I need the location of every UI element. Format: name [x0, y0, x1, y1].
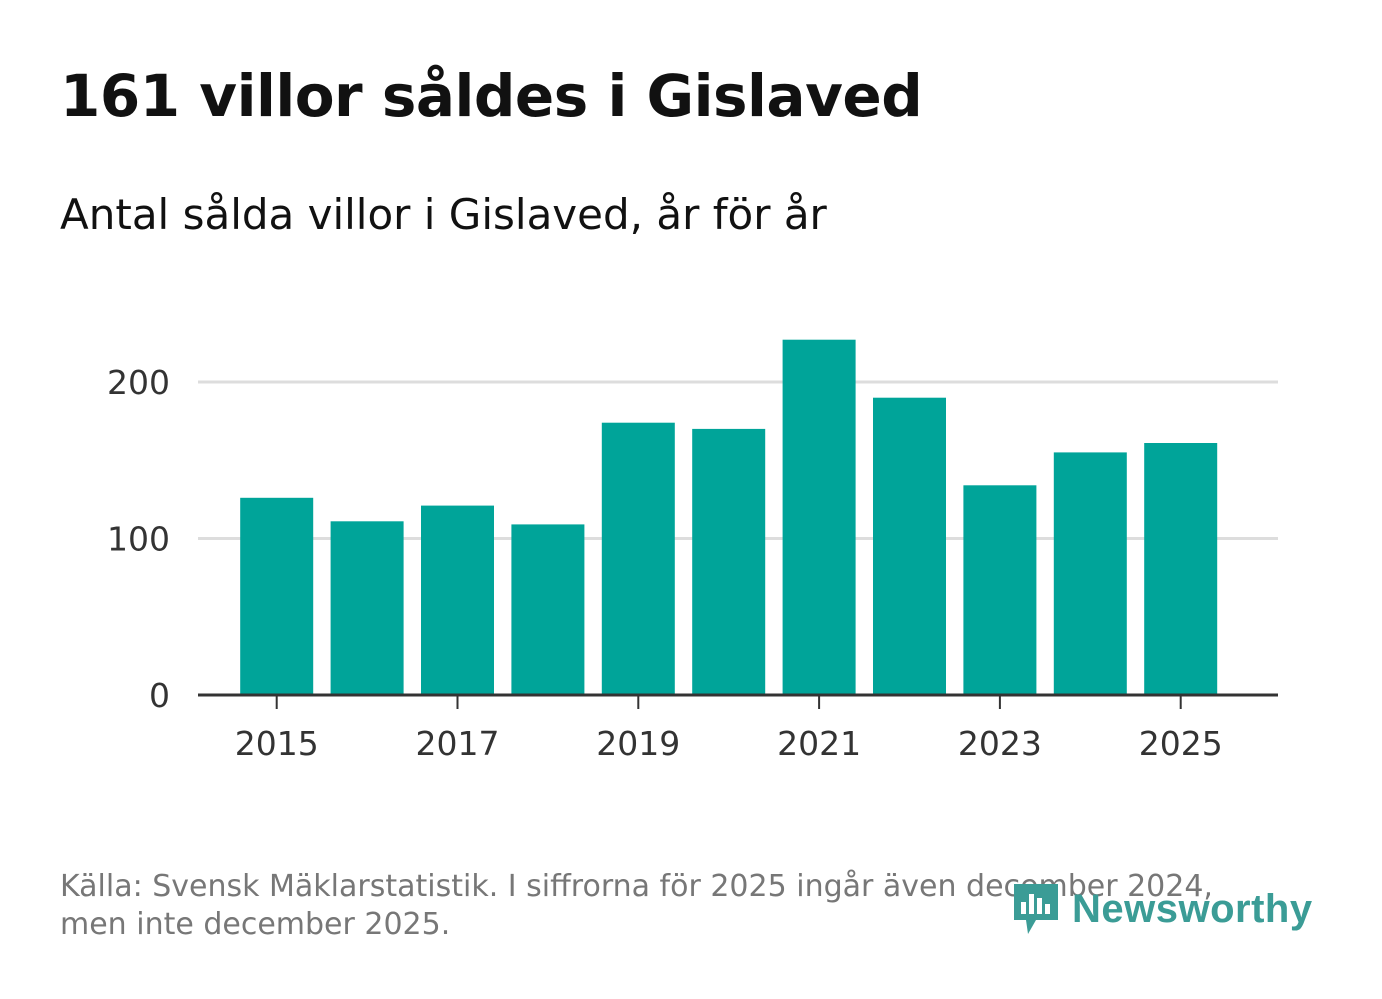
bar-2018 — [511, 524, 585, 695]
x-tick-label: 2017 — [416, 724, 500, 763]
bar-2023 — [963, 485, 1037, 695]
bar-2016 — [330, 521, 404, 695]
x-tick-label: 2023 — [958, 724, 1042, 763]
x-axis-labels: 2015 2017 2019 2021 2023 2025 — [235, 724, 1223, 763]
bar-2021 — [782, 339, 856, 695]
x-tick-label: 2021 — [777, 724, 861, 763]
logo-text: Newsworthy — [1072, 886, 1313, 931]
bar-2024 — [1053, 452, 1127, 695]
source-line-2: men inte december 2025. — [60, 907, 451, 942]
y-tick-label: 200 — [107, 363, 170, 402]
chart-title: 161 villor såldes i Gislaved — [60, 62, 923, 130]
bar-2025 — [1144, 443, 1218, 695]
bar-2015 — [240, 497, 314, 695]
y-tick-label: 100 — [107, 520, 170, 559]
x-axis — [198, 693, 1278, 709]
newsworthy-logo: Newsworthy — [1010, 880, 1313, 938]
x-tick-label: 2025 — [1139, 724, 1223, 763]
bar-2017 — [421, 505, 494, 695]
y-tick-label: 0 — [149, 676, 170, 715]
y-axis-labels: 0 100 200 — [107, 363, 170, 715]
bar-2020 — [692, 428, 766, 695]
x-tick-label: 2015 — [235, 724, 319, 763]
chart-subtitle: Antal sålda villor i Gislaved, år för år — [60, 190, 827, 239]
bar-2019 — [601, 422, 675, 695]
newsworthy-bar-chart-icon — [1014, 884, 1058, 934]
bars — [240, 339, 1218, 695]
bar-2022 — [873, 397, 946, 695]
x-tick-label: 2019 — [596, 724, 680, 763]
